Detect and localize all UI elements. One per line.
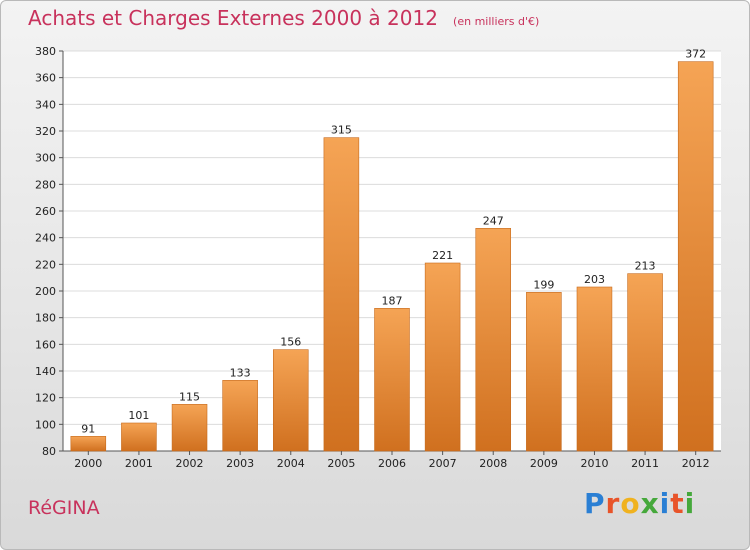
bar: [627, 273, 663, 452]
logo-letter: r: [605, 487, 621, 520]
data-label: 91: [81, 422, 95, 435]
x-tick-label: 2011: [631, 457, 659, 470]
bar: [677, 61, 714, 452]
chart-unit: (en milliers d'€): [453, 15, 540, 28]
x-tick-label: 2003: [226, 457, 254, 470]
y-tick-label: 280: [35, 178, 56, 191]
data-label: 156: [280, 336, 301, 349]
proxiti-logo: Proxiti: [584, 487, 695, 520]
bar: [121, 422, 157, 452]
y-tick-label: 140: [35, 365, 56, 378]
data-label: 101: [128, 409, 149, 422]
bar: [424, 262, 461, 452]
y-tick-label: 120: [35, 392, 56, 405]
bar: [475, 228, 511, 452]
data-label: 213: [635, 260, 656, 273]
x-tick-label: 2006: [378, 457, 406, 470]
x-tick-label: 2007: [429, 457, 457, 470]
y-tick-label: 360: [35, 72, 56, 85]
y-tick-label: 260: [35, 205, 56, 218]
x-tick-label: 2000: [74, 457, 102, 470]
data-label: 115: [179, 390, 200, 403]
commune-name: RéGINA: [28, 497, 100, 519]
x-tick-label: 2012: [682, 457, 710, 470]
bar: [576, 286, 613, 452]
data-label: 315: [331, 124, 352, 137]
data-label: 187: [382, 294, 403, 307]
logo-letter: t: [670, 487, 685, 520]
y-tick-label: 160: [35, 338, 56, 351]
y-tick-label: 300: [35, 152, 56, 165]
bar: [70, 436, 107, 452]
logo-letter: x: [640, 487, 660, 520]
x-tick-label: 2010: [580, 457, 608, 470]
y-tick-label: 380: [35, 45, 56, 58]
logo-letter: o: [620, 487, 641, 520]
bar: [171, 404, 208, 452]
y-tick-label: 340: [35, 98, 56, 111]
x-tick-label: 2005: [327, 457, 355, 470]
bar: [374, 308, 410, 452]
data-label: 133: [230, 366, 251, 379]
bar: [222, 380, 258, 452]
y-tick-label: 240: [35, 232, 56, 245]
data-label: 247: [483, 214, 504, 227]
x-tick-label: 2001: [125, 457, 153, 470]
y-tick-label: 220: [35, 258, 56, 271]
x-tick-label: 2009: [530, 457, 558, 470]
bar: [323, 137, 360, 452]
data-label: 221: [432, 249, 453, 262]
data-label: 203: [584, 273, 605, 286]
logo-letter: i: [659, 487, 671, 520]
y-tick-label: 80: [42, 445, 56, 458]
data-label: 372: [685, 48, 706, 61]
x-tick-label: 2008: [479, 457, 507, 470]
bar: [526, 292, 562, 452]
bar: [273, 349, 309, 452]
y-tick-label: 180: [35, 312, 56, 325]
chart-title-text: Achats et Charges Externes 2000 à 2012: [28, 6, 438, 30]
y-tick-label: 100: [35, 418, 56, 431]
y-tick-label: 320: [35, 125, 56, 138]
x-tick-label: 2004: [277, 457, 305, 470]
logo-letter: P: [584, 487, 606, 520]
data-label: 199: [533, 278, 554, 291]
x-tick-label: 2002: [176, 457, 204, 470]
logo-letter: i: [684, 487, 696, 520]
y-tick-label: 200: [35, 285, 56, 298]
chart-title: Achats et Charges Externes 2000 à 2012 (…: [28, 6, 539, 30]
